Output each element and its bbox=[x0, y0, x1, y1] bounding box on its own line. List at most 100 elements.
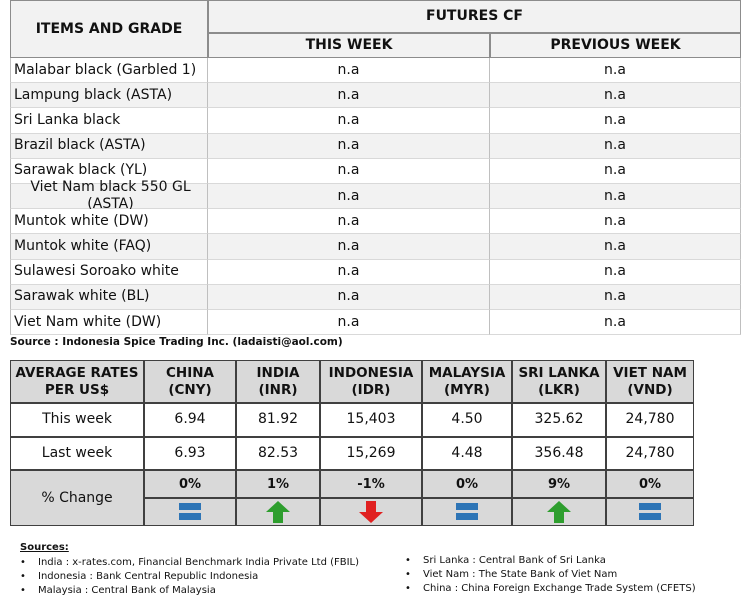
header-cell: ITEMS AND GRADE bbox=[10, 0, 208, 58]
rate-cell: 4.48 bbox=[422, 436, 512, 470]
row-label: Muntok white (DW) bbox=[10, 209, 208, 235]
header-text: INDONESIA bbox=[328, 364, 414, 381]
table-cell: n.a bbox=[208, 259, 490, 285]
table-cell: n.a bbox=[490, 58, 741, 84]
table-cell: n.a bbox=[208, 209, 490, 235]
row-label: % Change bbox=[10, 470, 144, 526]
header-text: (MYR) bbox=[444, 381, 490, 398]
source-item: China : China Foreign Exchange Trade Sys… bbox=[423, 583, 696, 594]
bullet: • bbox=[20, 571, 26, 582]
header-text: CHINA bbox=[166, 364, 214, 381]
header-cell: VIET NAM (VND) bbox=[606, 360, 694, 403]
header-text: (LKR) bbox=[538, 381, 580, 398]
header-cell: PREVIOUS WEEK bbox=[490, 33, 741, 58]
table-cell: n.a bbox=[208, 158, 490, 184]
row-label: Lampung black (ASTA) bbox=[10, 83, 208, 109]
header-text: PER US$ bbox=[44, 381, 110, 398]
header-cell: FUTURES CF bbox=[208, 0, 741, 33]
rate-cell: 4.50 bbox=[422, 403, 512, 437]
header-text: (VND) bbox=[627, 381, 673, 398]
rate-cell: 15,269 bbox=[320, 436, 422, 470]
rate-cell: 325.62 bbox=[512, 403, 606, 437]
source-item: Sri Lanka : Central Bank of Sri Lanka bbox=[423, 555, 606, 566]
source-item: India : x-rates.com, Financial Benchmark… bbox=[38, 557, 360, 568]
sources-title: Sources: bbox=[20, 542, 69, 553]
header-text: MALAYSIA bbox=[428, 364, 506, 381]
row-label: Muntok white (FAQ) bbox=[10, 234, 208, 260]
table-cell: n.a bbox=[490, 184, 741, 210]
bullet: • bbox=[405, 583, 411, 594]
rate-cell: 81.92 bbox=[236, 403, 320, 437]
table-cell: n.a bbox=[490, 158, 741, 184]
header-text: (CNY) bbox=[168, 381, 212, 398]
source-item: Indonesia : Bank Central Republic Indone… bbox=[38, 571, 259, 582]
header-cell: CHINA (CNY) bbox=[144, 360, 236, 403]
table-cell: n.a bbox=[208, 310, 490, 336]
icon-cell bbox=[144, 498, 236, 526]
rate-cell: 356.48 bbox=[512, 436, 606, 470]
change-cell: 9% bbox=[512, 470, 606, 498]
table-cell: n.a bbox=[208, 108, 490, 134]
bullet: • bbox=[20, 557, 26, 568]
row-label: Sri Lanka black bbox=[10, 108, 208, 134]
rate-cell: 6.94 bbox=[144, 403, 236, 437]
header-cell: INDONESIA (IDR) bbox=[320, 360, 422, 403]
rate-cell: 6.93 bbox=[144, 436, 236, 470]
bullet: • bbox=[405, 569, 411, 580]
change-cell: -1% bbox=[320, 470, 422, 498]
rate-cell: 82.53 bbox=[236, 436, 320, 470]
row-label: Viet Nam black 550 GL (ASTA) bbox=[10, 179, 208, 212]
rate-cell: 24,780 bbox=[606, 436, 694, 470]
bullet: • bbox=[20, 585, 26, 596]
header-cell: AVERAGE RATES PER US$ bbox=[10, 360, 144, 403]
table-cell: n.a bbox=[490, 259, 741, 285]
row-label: Sulawesi Soroako white bbox=[10, 259, 208, 285]
table-cell: n.a bbox=[208, 184, 490, 210]
rate-cell: 24,780 bbox=[606, 403, 694, 437]
table-cell: n.a bbox=[208, 133, 490, 159]
header-text: VIET NAM bbox=[613, 364, 687, 381]
source-item: Malaysia : Central Bank of Malaysia bbox=[38, 585, 216, 596]
change-cell: 0% bbox=[606, 470, 694, 498]
bullet: • bbox=[405, 555, 411, 566]
table-cell: n.a bbox=[490, 234, 741, 260]
header-text: (INR) bbox=[258, 381, 298, 398]
change-cell: 0% bbox=[144, 470, 236, 498]
table-cell: n.a bbox=[490, 108, 741, 134]
table-cell: n.a bbox=[490, 284, 741, 310]
icon-cell bbox=[320, 498, 422, 526]
table-cell: n.a bbox=[490, 209, 741, 235]
header-cell: THIS WEEK bbox=[208, 33, 490, 58]
table-cell: n.a bbox=[490, 133, 741, 159]
header-text: AVERAGE RATES bbox=[15, 364, 139, 381]
icon-cell bbox=[512, 498, 606, 526]
row-label: Sarawak black (YL) bbox=[10, 158, 208, 184]
row-label: Viet Nam white (DW) bbox=[10, 310, 208, 336]
table-cell: n.a bbox=[490, 83, 741, 109]
table-cell: n.a bbox=[208, 58, 490, 84]
table-cell: n.a bbox=[490, 310, 741, 336]
table-cell: n.a bbox=[208, 83, 490, 109]
rate-cell: 15,403 bbox=[320, 403, 422, 437]
change-cell: 0% bbox=[422, 470, 512, 498]
header-cell: MALAYSIA (MYR) bbox=[422, 360, 512, 403]
row-label: Malabar black (Garbled 1) bbox=[10, 58, 208, 84]
table-cell: n.a bbox=[208, 284, 490, 310]
header-cell: SRI LANKA (LKR) bbox=[512, 360, 606, 403]
icon-cell bbox=[606, 498, 694, 526]
header-text: INDIA bbox=[256, 364, 300, 381]
header-text: SRI LANKA bbox=[518, 364, 600, 381]
header-cell: INDIA (INR) bbox=[236, 360, 320, 403]
source-item: Viet Nam : The State Bank of Viet Nam bbox=[423, 569, 618, 580]
icon-cell bbox=[422, 498, 512, 526]
row-label: Brazil black (ASTA) bbox=[10, 133, 208, 159]
table-cell: n.a bbox=[208, 234, 490, 260]
header-text: (IDR) bbox=[351, 381, 391, 398]
source-note: Source : Indonesia Spice Trading Inc. (l… bbox=[10, 336, 343, 348]
row-label: This week bbox=[10, 403, 144, 437]
row-label: Sarawak white (BL) bbox=[10, 284, 208, 310]
row-label: Last week bbox=[10, 436, 144, 470]
change-cell: 1% bbox=[236, 470, 320, 498]
icon-cell bbox=[236, 498, 320, 526]
